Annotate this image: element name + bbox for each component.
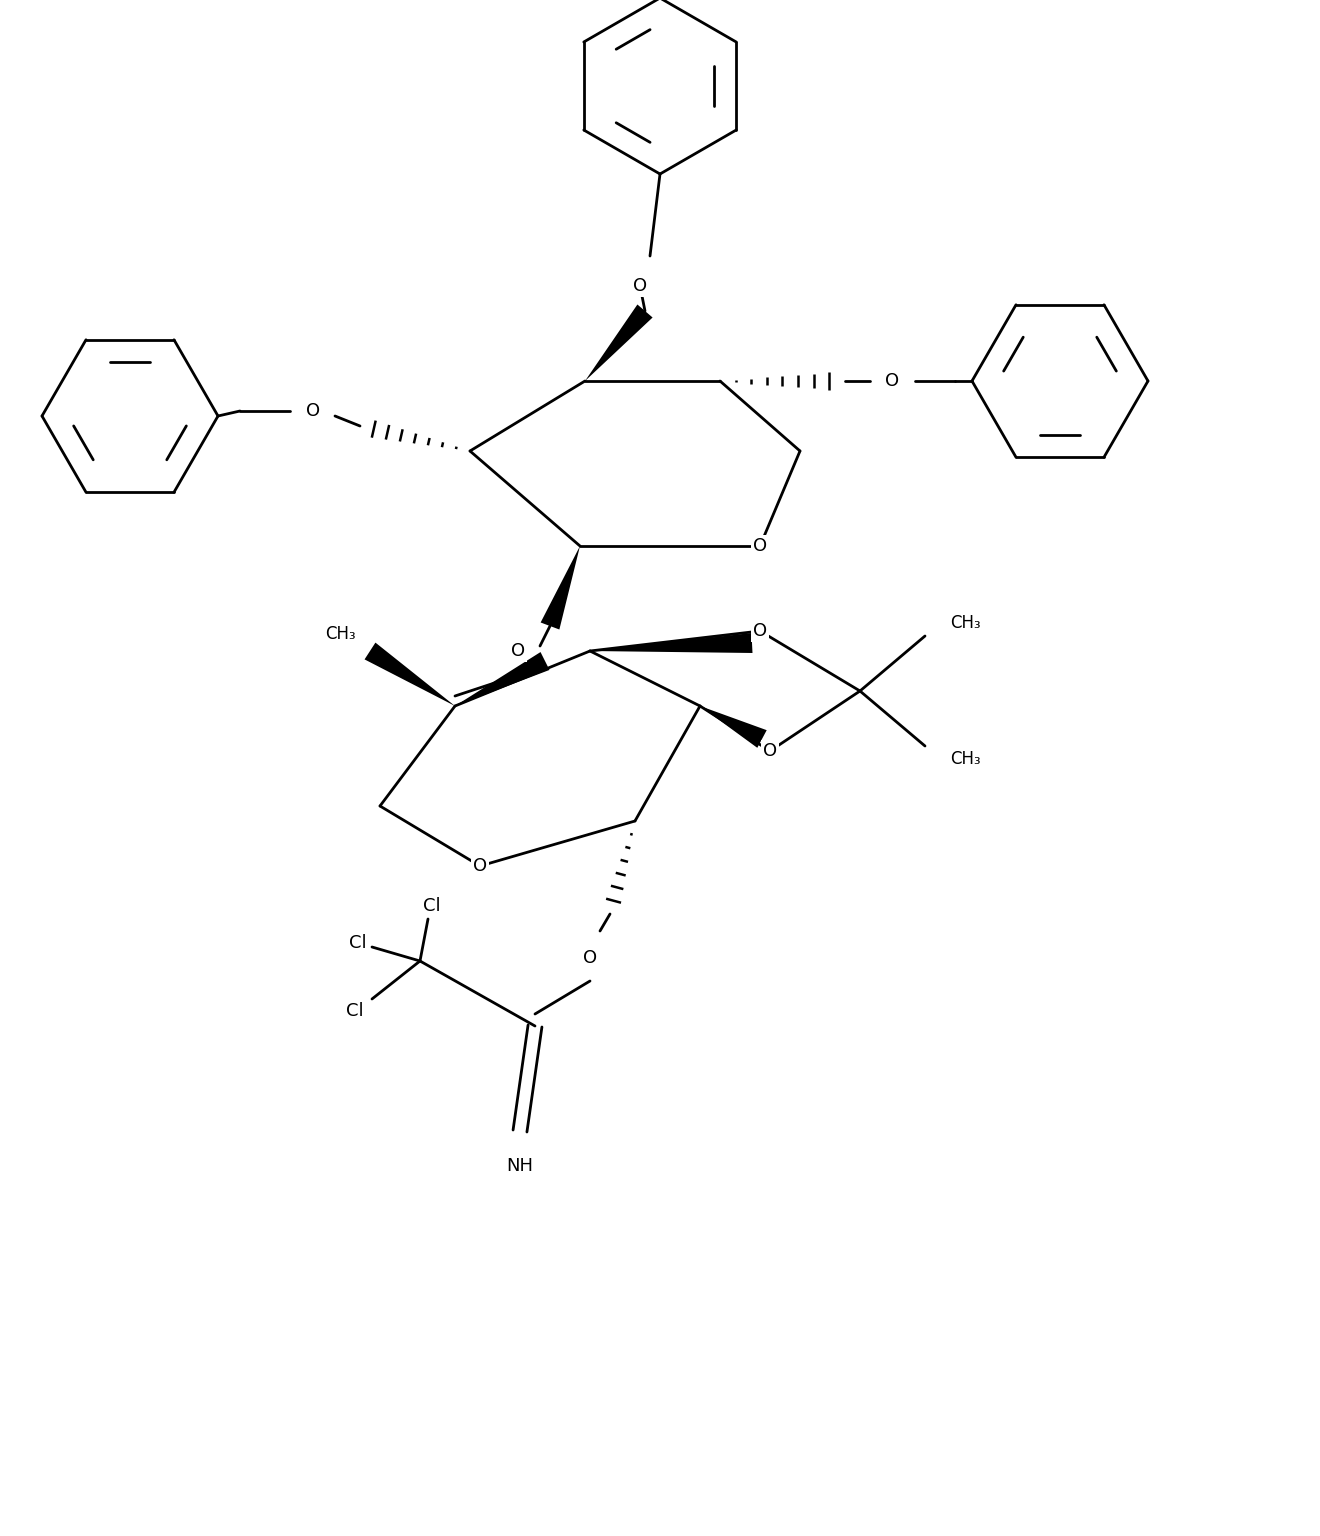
Text: Cl: Cl [424, 897, 441, 915]
Text: O: O [473, 857, 487, 876]
Polygon shape [590, 633, 752, 653]
Text: CH₃: CH₃ [949, 614, 981, 631]
Text: O: O [884, 372, 899, 390]
Text: Cl: Cl [350, 934, 367, 952]
Polygon shape [541, 545, 579, 630]
Text: O: O [306, 402, 319, 419]
Text: CH₃: CH₃ [949, 750, 981, 768]
Polygon shape [364, 642, 455, 707]
Text: O: O [752, 622, 767, 641]
Polygon shape [700, 707, 767, 748]
Text: Cl: Cl [346, 1001, 364, 1020]
Polygon shape [455, 653, 549, 707]
Polygon shape [585, 304, 652, 381]
Text: O: O [763, 742, 777, 760]
Text: O: O [752, 538, 767, 554]
Text: CH₃: CH₃ [325, 625, 355, 644]
Text: O: O [632, 276, 647, 295]
Text: NH: NH [507, 1157, 533, 1175]
Text: O: O [511, 642, 525, 660]
Text: O: O [583, 949, 597, 968]
